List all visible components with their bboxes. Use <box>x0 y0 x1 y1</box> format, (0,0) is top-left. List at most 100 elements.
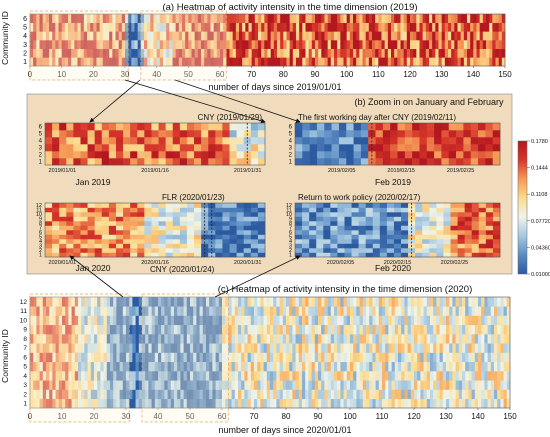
heat-cell <box>436 221 444 226</box>
heat-cell <box>429 22 433 32</box>
heat-cell <box>135 361 140 372</box>
heat-cell <box>458 297 463 307</box>
heat-cell <box>295 334 300 344</box>
heat-cell <box>302 230 310 235</box>
heat-cell <box>73 151 81 159</box>
heat-cell <box>465 371 469 381</box>
heat-cell <box>142 315 146 326</box>
heat-cell <box>302 158 310 166</box>
date-tick-label: 2020/02/25 <box>441 260 469 266</box>
heat-cell <box>226 31 230 41</box>
heat-cell <box>436 334 440 344</box>
heat-cell <box>266 315 271 326</box>
heat-cell <box>292 398 296 409</box>
heat-cell <box>286 14 290 23</box>
heat-cell <box>462 297 466 307</box>
heat-cell <box>476 22 480 32</box>
heat-cell <box>177 380 181 390</box>
heat-cell <box>30 14 34 23</box>
heat-cell <box>239 22 243 32</box>
heat-cell <box>201 31 205 41</box>
heat-cell <box>185 40 189 49</box>
heat-cell <box>423 343 428 353</box>
heat-cell <box>382 158 391 166</box>
heat-cell <box>158 324 162 335</box>
heat-cell <box>397 40 401 49</box>
heat-cell <box>337 343 341 353</box>
connector-arrow <box>174 79 301 124</box>
heat-cell <box>52 14 56 23</box>
heat-cell <box>151 137 159 145</box>
heat-cell <box>165 243 174 249</box>
heat-cell <box>58 343 63 353</box>
x-tick-label: 80 <box>282 412 291 421</box>
heat-cell <box>323 252 331 258</box>
heat-cell <box>199 398 204 409</box>
heat-cell <box>356 57 360 67</box>
heat-cell <box>123 144 131 152</box>
heat-cell <box>103 306 108 316</box>
heat-cell <box>369 398 373 409</box>
heat-cell <box>382 137 391 145</box>
heat-cell <box>467 14 471 23</box>
heat-cell <box>193 324 197 335</box>
heat-cell <box>115 48 119 58</box>
heat-cell <box>359 57 363 67</box>
heat-cell <box>362 297 367 307</box>
heat-cell <box>302 361 306 372</box>
heat-cell <box>423 306 428 316</box>
heat-cell <box>338 151 347 159</box>
heat-cell <box>94 221 103 226</box>
heat-cell <box>492 158 501 166</box>
heat-cell <box>137 212 145 217</box>
heat-cell <box>432 57 436 67</box>
heat-cell <box>138 315 143 326</box>
heat-cell <box>449 324 453 335</box>
heat-cell <box>68 352 72 363</box>
heat-cell <box>337 225 345 231</box>
heat-cell <box>257 398 261 409</box>
heat-cell <box>495 31 499 41</box>
heat-cell <box>177 352 181 363</box>
heat-cell <box>420 398 424 409</box>
heat-cell <box>470 31 474 41</box>
heat-cell <box>166 57 170 67</box>
heat-cell <box>388 343 392 353</box>
heat-cell <box>414 380 418 390</box>
heat-cell <box>71 389 76 400</box>
heat-cell <box>330 203 338 208</box>
heat-cell <box>321 315 325 326</box>
heat-cell <box>473 40 477 49</box>
event-label-flr: FLR (2020/01/23) <box>162 193 225 202</box>
heat-cell <box>308 324 312 335</box>
heat-cell <box>359 389 364 400</box>
heat-cell <box>137 48 142 58</box>
heat-cell <box>506 324 511 335</box>
heat-cell <box>436 216 444 222</box>
heat-cell <box>186 243 195 249</box>
heat-cell <box>250 315 255 326</box>
heat-cell <box>215 389 220 400</box>
heat-cell <box>194 151 202 159</box>
heat-cell <box>478 389 482 400</box>
heat-cell <box>148 306 152 316</box>
heat-cell <box>365 225 374 231</box>
heat-cell <box>464 252 473 258</box>
heat-cell <box>375 315 380 326</box>
heat-cell <box>365 212 374 217</box>
heat-cell <box>122 352 127 363</box>
heat-cell <box>435 14 439 23</box>
heat-cell <box>62 324 66 335</box>
heat-cell <box>494 343 498 353</box>
heat-cell <box>375 352 380 363</box>
heat-cell <box>215 297 220 307</box>
heat-cell <box>302 398 306 409</box>
heat-cell <box>130 225 138 231</box>
heat-cell <box>486 14 490 23</box>
heat-cell <box>498 14 503 23</box>
heat-cell <box>478 315 482 326</box>
heat-cell <box>231 315 236 326</box>
heat-cell <box>346 158 354 166</box>
heat-cell <box>172 31 176 41</box>
heat-cell <box>292 315 296 326</box>
